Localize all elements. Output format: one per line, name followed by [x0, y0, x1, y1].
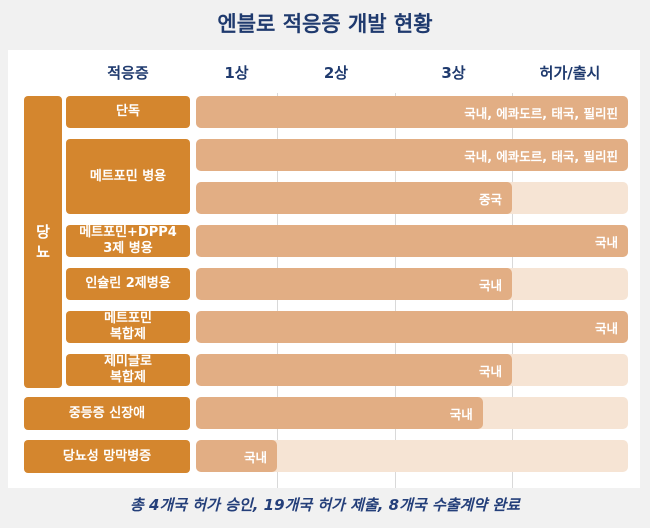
- progress-bar: 국내, 에콰도르, 태국, 필리핀: [196, 139, 628, 171]
- progress-track: 국내: [196, 225, 628, 257]
- indication-label: 제미글로 복합제: [66, 354, 190, 386]
- progress-bar: 국내: [196, 440, 277, 472]
- progress-track: 국내: [196, 397, 628, 429]
- progress-bar: 국내, 에콰도르, 태국, 필리핀: [196, 96, 628, 128]
- progress-bar: 국내: [196, 354, 512, 386]
- column-header: 2상: [323, 64, 349, 82]
- progress-track: 국내: [196, 440, 628, 472]
- progress-track: 국내, 에콰도르, 태국, 필리핀: [196, 96, 628, 128]
- progress-bar: 국내: [196, 268, 512, 300]
- indication-label: 중등증 신장애: [24, 397, 190, 430]
- indication-label: 인슐린 2제병용: [66, 268, 190, 300]
- column-header: 적응증: [107, 64, 149, 82]
- chart-title: 엔블로 적응증 개발 현황: [217, 12, 433, 36]
- progress-bar: 국내: [196, 311, 628, 343]
- progress-track: 국내, 에콰도르, 태국, 필리핀: [196, 139, 628, 171]
- indication-label: 당뇨성 망막병증: [24, 440, 190, 473]
- group-label: 당뇨: [24, 96, 62, 388]
- column-header: 1상: [224, 64, 249, 82]
- indication-label: 메트포민 병용: [66, 139, 190, 214]
- footer-summary: 총 4개국 허가 승인, 19개국 허가 제출, 8개국 수출계약 완료: [130, 496, 520, 514]
- column-header: 허가/출시: [539, 64, 601, 82]
- progress-track: 국내: [196, 268, 628, 300]
- progress-bar: 국내: [196, 225, 628, 257]
- indication-label: 단독: [66, 96, 190, 128]
- column-header: 3상: [441, 64, 466, 82]
- progress-bar: 중국: [196, 182, 512, 214]
- progress-track: 국내: [196, 311, 628, 343]
- indication-label: 메트포민 복합제: [66, 311, 190, 343]
- progress-bar: 국내: [196, 397, 483, 429]
- progress-track: 국내: [196, 354, 628, 386]
- progress-track: 중국: [196, 182, 628, 214]
- indication-label: 메트포민+DPP4 3제 병용: [66, 225, 190, 257]
